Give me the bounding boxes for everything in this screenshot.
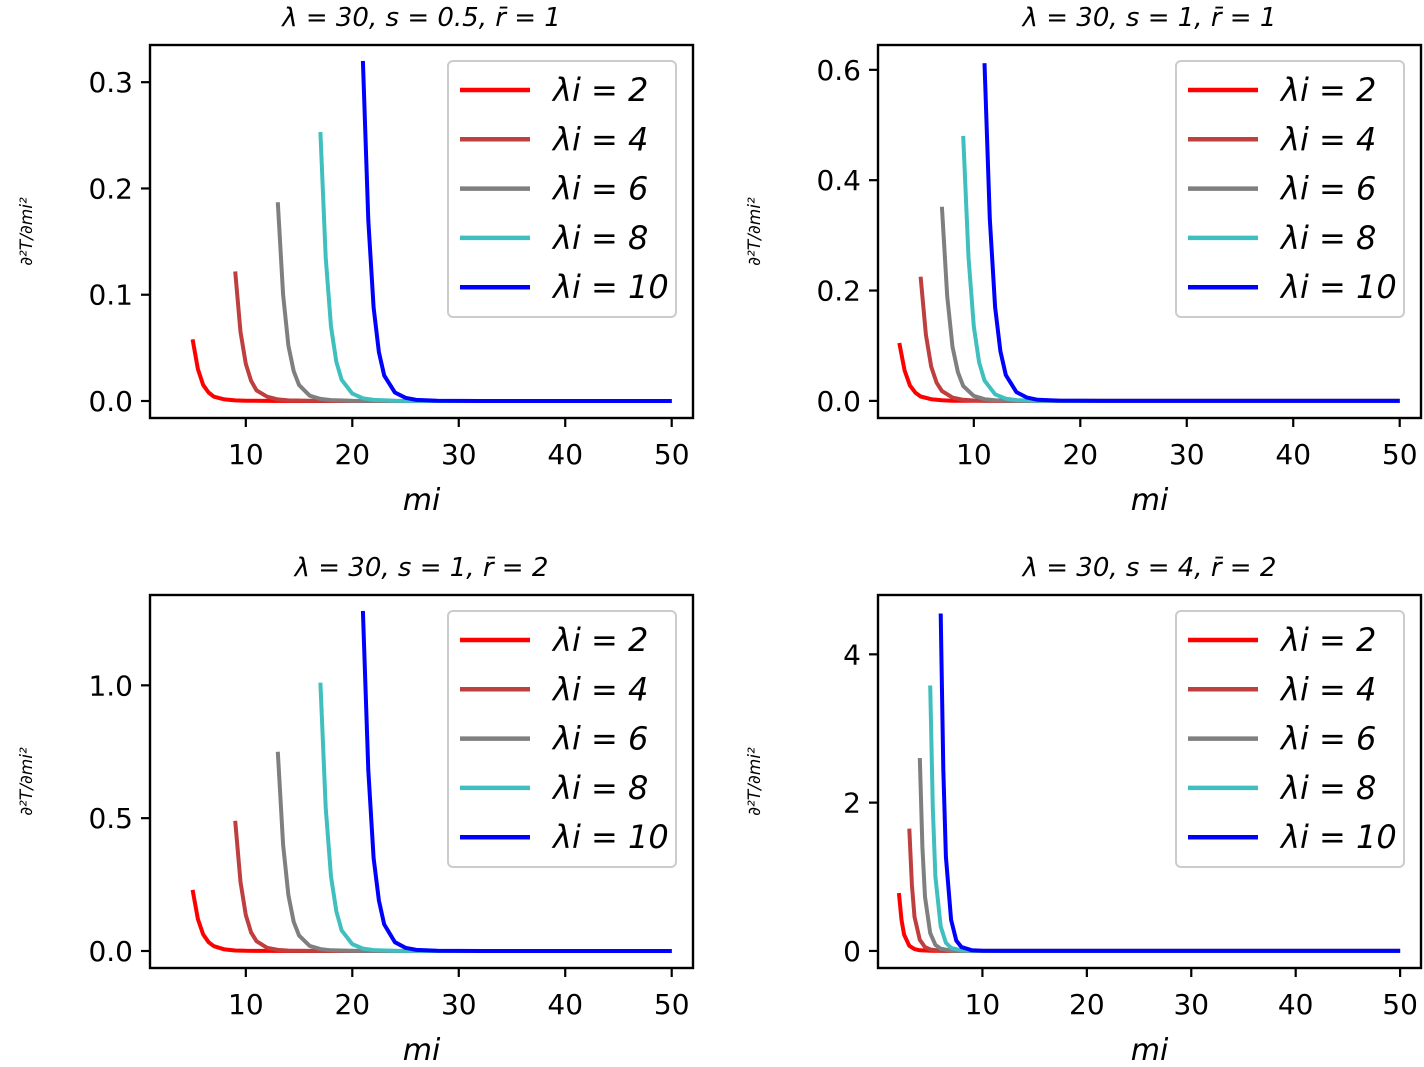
x-tick-label: 10 — [228, 988, 264, 1021]
x-tick-label: 10 — [956, 438, 992, 471]
subplot-3: λ = 30, s = 1, r̄ = 2 10 20 30 40 50 0.0 0.5 1.0… — [17, 553, 695, 1067]
legend-label: λi = 6 — [551, 720, 648, 758]
x-axis-label: mi — [1131, 483, 1169, 518]
legend: λi = 2 λi = 4 λi = 6 λi = 8 λi = 10 — [447, 610, 677, 868]
legend-label: λi = 2 — [1279, 621, 1376, 659]
y-tick-label: 4 — [843, 638, 861, 671]
legend-label: λi = 8 — [1279, 219, 1376, 257]
y-tick-label: 0.0 — [88, 385, 133, 418]
subplot-title: λ = 30, s = 1, r̄ = 1 — [1021, 3, 1277, 33]
legend-label: λi = 6 — [551, 170, 648, 208]
subplot-title: λ = 30, s = 4, r̄ = 2 — [1021, 553, 1277, 583]
legend-label: λi = 4 — [1279, 670, 1376, 708]
x-tick-label: 20 — [1069, 988, 1105, 1021]
series-line-5 — [360, 60, 672, 403]
axes-frame — [148, 43, 695, 420]
x-tick-label: 40 — [547, 438, 583, 471]
legend: λi = 2 λi = 4 λi = 6 λi = 8 λi = 10 — [1175, 60, 1405, 318]
legend-label: λi = 10 — [1279, 268, 1397, 306]
series-line-1 — [896, 892, 1401, 953]
axes-frame — [876, 593, 1423, 970]
legend-label: λi = 6 — [1279, 720, 1376, 758]
x-tick-label: 50 — [654, 438, 690, 471]
y-tick-label: 0.1 — [88, 279, 133, 312]
x-tick-label: 50 — [1382, 988, 1418, 1021]
x-tick-label: 10 — [965, 988, 1001, 1021]
x-tick-label: 20 — [1062, 438, 1098, 471]
subplot-4: λ = 30, s = 4, r̄ = 2 10 20 30 40 50 0 2 4 mi ∂²T/… — [745, 553, 1423, 1067]
legend-label: λi = 4 — [1279, 120, 1376, 158]
x-tick-label: 40 — [1275, 438, 1311, 471]
series-line-1 — [897, 342, 1400, 403]
y-tick-label: 0.5 — [88, 802, 133, 835]
x-tick-label: 50 — [1382, 438, 1418, 471]
legend-label: λi = 2 — [551, 71, 648, 109]
series-line-5 — [938, 613, 1401, 953]
subplot-title: λ = 30, s = 1, r̄ = 2 — [293, 553, 549, 583]
y-tick-label: 0.2 — [816, 275, 861, 308]
series-line-1 — [190, 339, 672, 403]
series-line-5 — [982, 63, 1400, 403]
x-tick-label: 30 — [1169, 438, 1205, 471]
axes-frame — [876, 43, 1423, 420]
legend-label: λi = 10 — [551, 268, 669, 306]
legend-label: λi = 2 — [551, 621, 648, 659]
y-tick-label: 2 — [843, 787, 861, 820]
legend-box — [1175, 610, 1405, 868]
x-tick-label: 40 — [547, 988, 583, 1021]
y-tick-label: 0 — [843, 935, 861, 968]
legend-label: λi = 4 — [551, 670, 648, 708]
legend-box — [447, 60, 677, 318]
legend-label: λi = 10 — [1279, 818, 1397, 856]
subplot-1: λ = 30, s = 0.5, r̄ = 1 10 20 30 40 50 0.0 0.1 0… — [17, 3, 695, 518]
x-tick-label: 30 — [1173, 988, 1209, 1021]
y-axis-label: ∂²T/∂mi² — [745, 197, 765, 266]
subplot-title: λ = 30, s = 0.5, r̄ = 1 — [280, 3, 561, 33]
axes-frame — [148, 593, 695, 970]
y-tick-label: 0.2 — [88, 172, 133, 205]
legend-label: λi = 2 — [1279, 71, 1376, 109]
y-tick-label: 0.0 — [816, 385, 861, 418]
legend-label: λi = 8 — [551, 769, 648, 807]
x-tick-label: 10 — [228, 438, 264, 471]
y-tick-label: 0.6 — [816, 54, 861, 87]
legend-label: λi = 4 — [551, 120, 648, 158]
legend-label: λi = 6 — [1279, 170, 1376, 208]
y-tick-label: 0.4 — [816, 164, 861, 197]
y-axis-label: ∂²T/∂mi² — [17, 197, 37, 266]
series-line-5 — [360, 610, 672, 953]
y-axis-label: ∂²T/∂mi² — [745, 747, 765, 816]
x-axis-label: mi — [403, 1033, 441, 1067]
x-tick-label: 50 — [654, 988, 690, 1021]
legend-label: λi = 8 — [1279, 769, 1376, 807]
legend-box — [447, 610, 677, 868]
x-axis-label: mi — [403, 483, 441, 518]
x-tick-label: 20 — [334, 988, 370, 1021]
series-line-1 — [190, 889, 672, 953]
legend-label: λi = 8 — [551, 219, 648, 257]
y-tick-label: 0.3 — [88, 66, 133, 99]
legend: λi = 2 λi = 4 λi = 6 λi = 8 λi = 10 — [1175, 610, 1405, 868]
x-tick-label: 30 — [441, 988, 477, 1021]
legend: λi = 2 λi = 4 λi = 6 λi = 8 λi = 10 — [447, 60, 677, 318]
legend-box — [1175, 60, 1405, 318]
x-tick-label: 30 — [441, 438, 477, 471]
y-axis-label: ∂²T/∂mi² — [17, 747, 37, 816]
y-tick-label: 1.0 — [88, 669, 133, 702]
y-tick-label: 0.0 — [88, 935, 133, 968]
x-axis-label: mi — [1131, 1033, 1169, 1067]
x-tick-label: 20 — [334, 438, 370, 471]
subplot-2: λ = 30, s = 1, r̄ = 1 10 20 30 40 50 0.0 0.2 0.4… — [745, 3, 1423, 518]
legend-label: λi = 10 — [551, 818, 669, 856]
x-tick-label: 40 — [1278, 988, 1314, 1021]
